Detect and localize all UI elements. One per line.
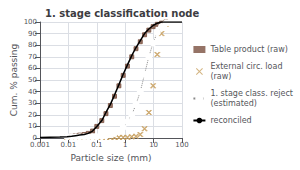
svg-text:(estimated): (estimated) [210,99,257,108]
svg-text:70: 70 [28,53,37,61]
svg-text:10: 10 [28,122,37,130]
svg-text:10: 10 [149,141,158,149]
svg-text:80: 80 [28,41,37,49]
svg-text:1. stage class. reject: 1. stage class. reject [210,89,293,98]
svg-text:Cum. % passing: Cum. % passing [9,44,19,116]
svg-text:0: 0 [32,134,37,142]
svg-text:0.1: 0.1 [91,141,102,149]
svg-text:100: 100 [175,141,188,149]
svg-text:reconciled: reconciled [210,116,251,125]
svg-text:50: 50 [28,76,37,84]
svg-text:(raw): (raw) [210,72,231,81]
svg-text:0.001: 0.001 [30,141,50,149]
svg-text:External circ. load: External circ. load [210,62,282,71]
svg-text:90: 90 [28,30,37,38]
svg-text:20: 20 [28,111,37,119]
svg-text:0.01: 0.01 [61,141,77,149]
svg-text:1: 1 [123,141,127,149]
svg-text:30: 30 [28,99,37,107]
svg-text:Table product (raw): Table product (raw) [209,45,288,54]
svg-text:60: 60 [28,64,37,72]
svg-text:1. stage classification node: 1. stage classification node [45,8,199,19]
svg-text:100: 100 [24,18,37,26]
svg-text:40: 40 [28,88,37,96]
svg-text:Particle size (mm): Particle size (mm) [71,153,152,163]
